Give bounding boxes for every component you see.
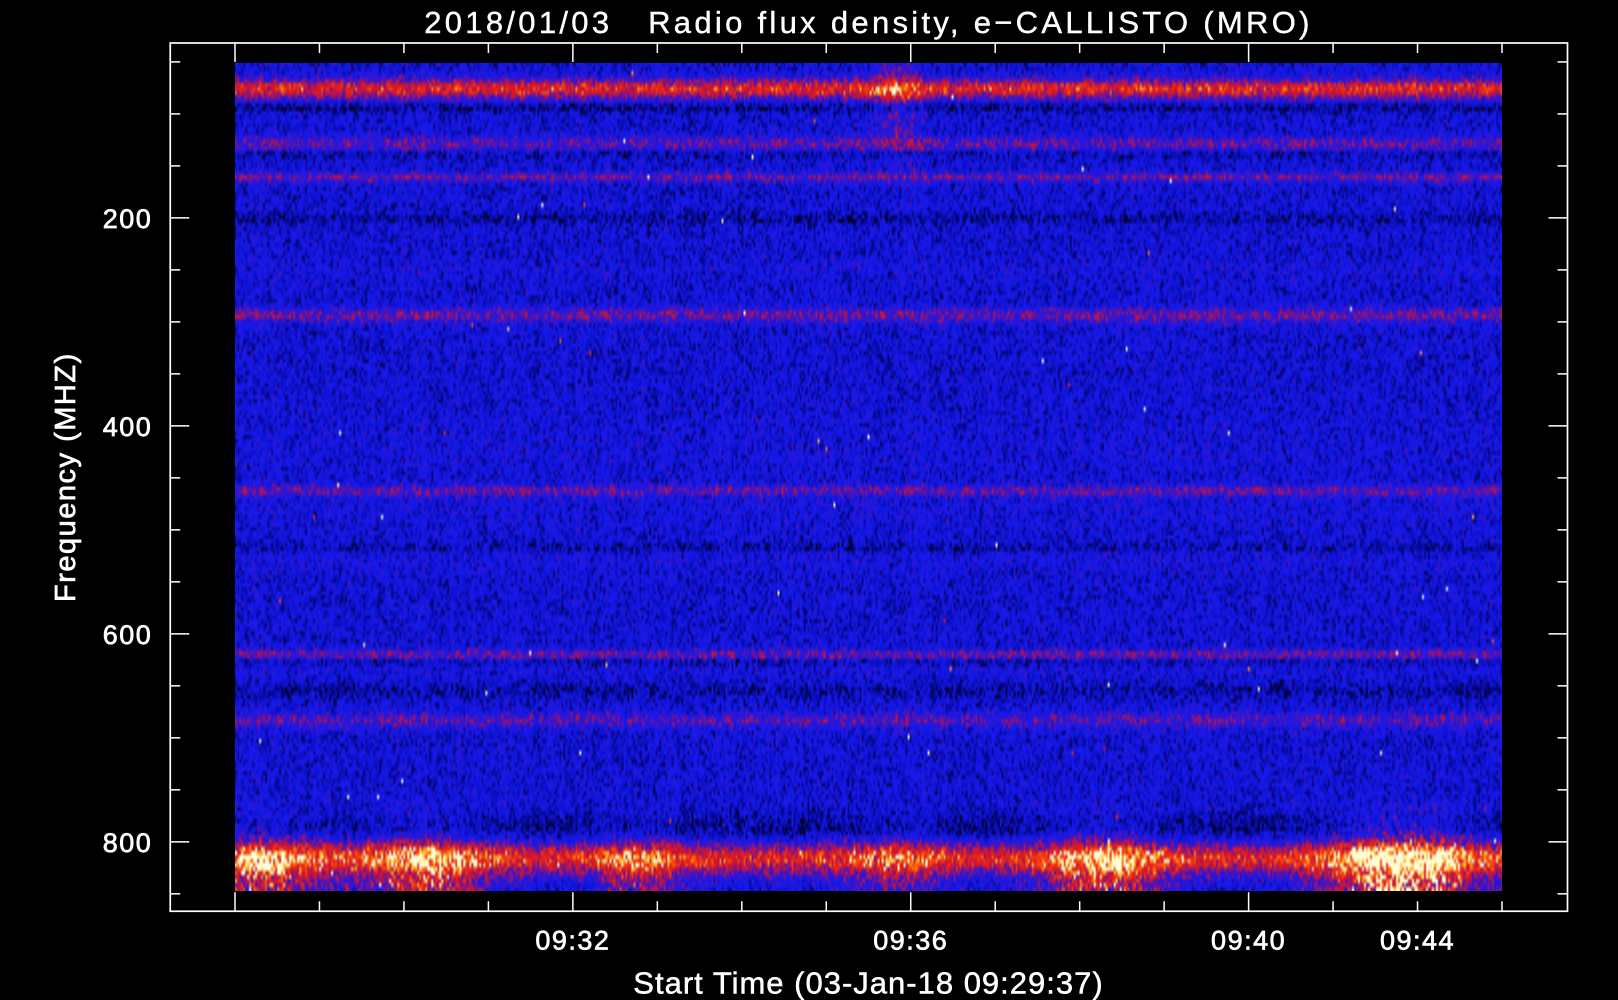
svg-text:09:36: 09:36 [873, 925, 948, 955]
svg-text:600: 600 [103, 620, 153, 650]
svg-text:09:32: 09:32 [535, 925, 610, 955]
svg-text:09:44: 09:44 [1380, 925, 1455, 955]
svg-text:2018/01/03 Radio flux densit: 2018/01/03 Radio flux density, e−CALLIST… [424, 5, 1313, 40]
svg-text:Frequency (MHZ): Frequency (MHZ) [50, 352, 82, 602]
svg-text:200: 200 [103, 204, 153, 234]
svg-text:400: 400 [103, 412, 153, 442]
svg-text:Start Time (03-Jan-18 09:29:37: Start Time (03-Jan-18 09:29:37) [633, 965, 1103, 1000]
svg-text:09:40: 09:40 [1211, 925, 1286, 955]
svg-text:800: 800 [103, 828, 153, 858]
